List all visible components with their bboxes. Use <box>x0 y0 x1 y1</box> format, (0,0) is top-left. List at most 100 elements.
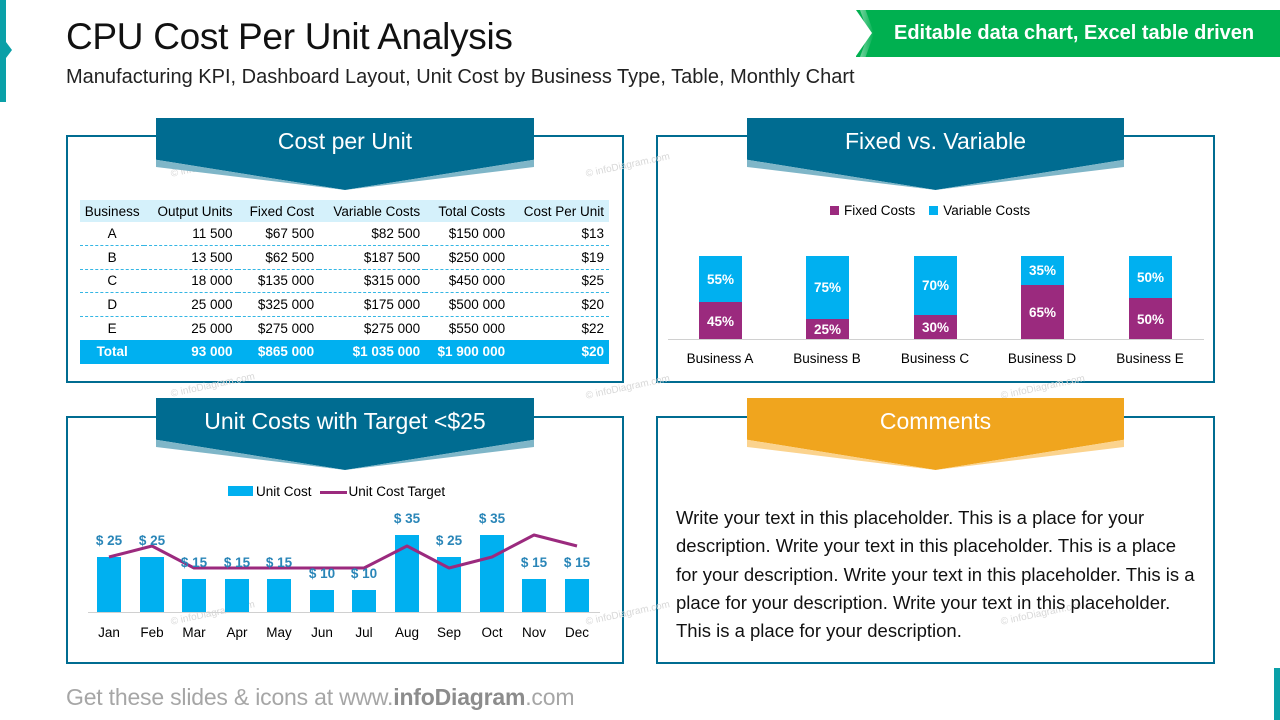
column-header: Output Units <box>144 200 238 222</box>
chart-baseline <box>88 612 600 613</box>
column-header: Fixed Cost <box>237 200 320 222</box>
x-axis-label: Business E <box>1116 351 1184 366</box>
table-cell: E <box>107 320 117 336</box>
fixed-segment: 30% <box>914 315 957 340</box>
x-axis-label: Business A <box>686 351 754 366</box>
variable-segment: 50% <box>1129 256 1172 298</box>
bar-value-label: $ 25 <box>138 533 166 548</box>
bar-dec <box>565 579 589 612</box>
footer-link[interactable]: Get these slides & icons at www.infoDiag… <box>66 684 575 710</box>
comments-title: Comments <box>879 408 992 434</box>
bar-value-label: $ 35 <box>478 511 506 526</box>
x-axis-label: Jun <box>311 625 333 640</box>
cost-per-unit-table: Business Output Units Fixed Cost Variabl… <box>80 200 609 364</box>
x-axis-label: Nov <box>521 625 546 640</box>
total-cell: Total <box>80 339 145 364</box>
x-axis-label: May <box>266 625 292 640</box>
table-cell: 11 500 <box>144 222 238 246</box>
fixed-segment: 50% <box>1129 298 1172 340</box>
variable-segment: 35% <box>1021 256 1064 285</box>
total-cell: $865 000 <box>237 339 320 364</box>
target-line-swatch-icon <box>319 490 347 494</box>
table-cell: C <box>80 269 145 293</box>
x-axis-label: Feb <box>140 625 164 640</box>
bar-may <box>267 579 291 612</box>
table-cell: $187 500 <box>319 245 426 270</box>
table-total-row: Total 93 000 $865 000 $1 035 000 $1 900 … <box>80 339 609 364</box>
left-accent-arrow <box>6 42 12 58</box>
fixed-segment: 25% <box>806 319 849 340</box>
chart-baseline <box>668 339 1204 340</box>
column-header: Variable Costs <box>319 200 426 222</box>
table-cell: 25 000 <box>144 292 238 317</box>
stacked-bar-business-d: 35% 65% <box>1021 256 1064 340</box>
table-cell: A <box>80 222 145 246</box>
table-cell: $82 500 <box>319 222 426 246</box>
table-row: C 18 000 $135 000 $315 000 $450 000 $25 <box>80 269 609 293</box>
bar-nov <box>522 579 546 612</box>
bar-mar <box>182 579 206 612</box>
legend-item-target: Unit Cost Target <box>319 484 445 499</box>
x-axis-label: Business D <box>1007 351 1077 366</box>
stacked-bar-business-b: 75% 25% <box>806 256 849 340</box>
page-subtitle: Manufacturing KPI, Dashboard Layout, Uni… <box>66 66 855 88</box>
bar-value-label: $ 25 <box>95 533 123 548</box>
bar-value-label: $ 15 <box>520 555 548 570</box>
bar-value-label: $ 15 <box>180 555 208 570</box>
table-cell: 25 000 <box>191 320 233 336</box>
bar-value-label: $ 15 <box>563 555 591 570</box>
fixed-vs-variable-title: Fixed vs. Variable <box>844 128 1027 154</box>
bar-value-label: $ 15 <box>223 555 251 570</box>
stacked-bar-chart: 55% 45% 75% 25% 70% 30% 35% 65% 50% 50% <box>668 256 1204 340</box>
column-header: Business <box>80 200 145 222</box>
total-cell: $1 035 000 <box>319 339 426 364</box>
unit-cost-legend: Unit Cost Unit Cost Target <box>228 484 445 499</box>
table-cell: $550 000 <box>448 320 506 336</box>
comments-text[interactable]: Write your text in this placeholder. Thi… <box>676 507 1195 642</box>
unit-costs-title: Unit Costs with Target <$25 <box>204 408 486 434</box>
table-cell: $275 000 <box>363 320 421 336</box>
column-header: Total Costs <box>425 200 511 222</box>
table-row: A 11 500 $67 500 $82 500 $150 000 $13 <box>80 222 609 246</box>
total-cell: $1 900 000 <box>425 339 511 364</box>
left-accent-bar <box>0 0 6 102</box>
variable-segment: 75% <box>806 256 849 319</box>
x-axis-label: Jul <box>355 625 373 640</box>
stacked-bar-business-c: 70% 30% <box>914 256 957 340</box>
table-row: B 13 500 $62 500 $187 500 $250 000 $19 <box>80 245 609 270</box>
fixed-swatch-icon <box>830 206 839 215</box>
table-cell: $62 500 <box>237 245 320 270</box>
table-header-row: Business Output Units Fixed Cost Variabl… <box>80 200 609 222</box>
legend-item-variable: Variable Costs <box>929 203 1030 218</box>
table-cell: $135 000 <box>237 269 320 293</box>
table-cell: $150 000 <box>425 222 511 246</box>
legend-item-fixed: Fixed Costs <box>830 203 915 218</box>
column-header: Cost Per Unit <box>510 200 609 222</box>
unit-cost-swatch-icon <box>228 486 253 496</box>
fixed-segment: 65% <box>1021 285 1064 340</box>
cost-per-unit-title: Cost per Unit <box>277 128 413 154</box>
table-cell: 13 500 <box>144 245 238 270</box>
editable-banner: Editable data chart, Excel table driven <box>856 10 1280 57</box>
table-row: E 25 000 $275 000 $275 000 $550 000 $22 <box>80 316 609 340</box>
variable-swatch-icon <box>929 206 939 215</box>
table-cell: $175 000 <box>319 292 426 317</box>
table-cell: $500 000 <box>425 292 511 317</box>
table-cell: $250 000 <box>425 245 511 270</box>
bar-jun <box>310 590 334 612</box>
x-axis-label: Mar <box>182 625 206 640</box>
table-cell: D <box>80 292 145 317</box>
bar-value-label: $ 15 <box>265 555 293 570</box>
table-cell: $20 <box>510 292 609 317</box>
unit-costs-header: Unit Costs with Target <$25 <box>156 398 534 470</box>
fixed-variable-legend: Fixed Costs Variable Costs <box>830 203 1030 218</box>
x-axis-label: Business B <box>793 351 861 366</box>
x-axis-label: Jan <box>98 625 120 640</box>
x-axis-label: Oct <box>481 625 503 640</box>
variable-segment: 70% <box>914 256 957 315</box>
table-cell: $22 <box>581 320 604 336</box>
bar-jan <box>97 557 121 612</box>
x-axis-label: Sep <box>436 625 462 640</box>
variable-segment: 55% <box>699 256 742 302</box>
